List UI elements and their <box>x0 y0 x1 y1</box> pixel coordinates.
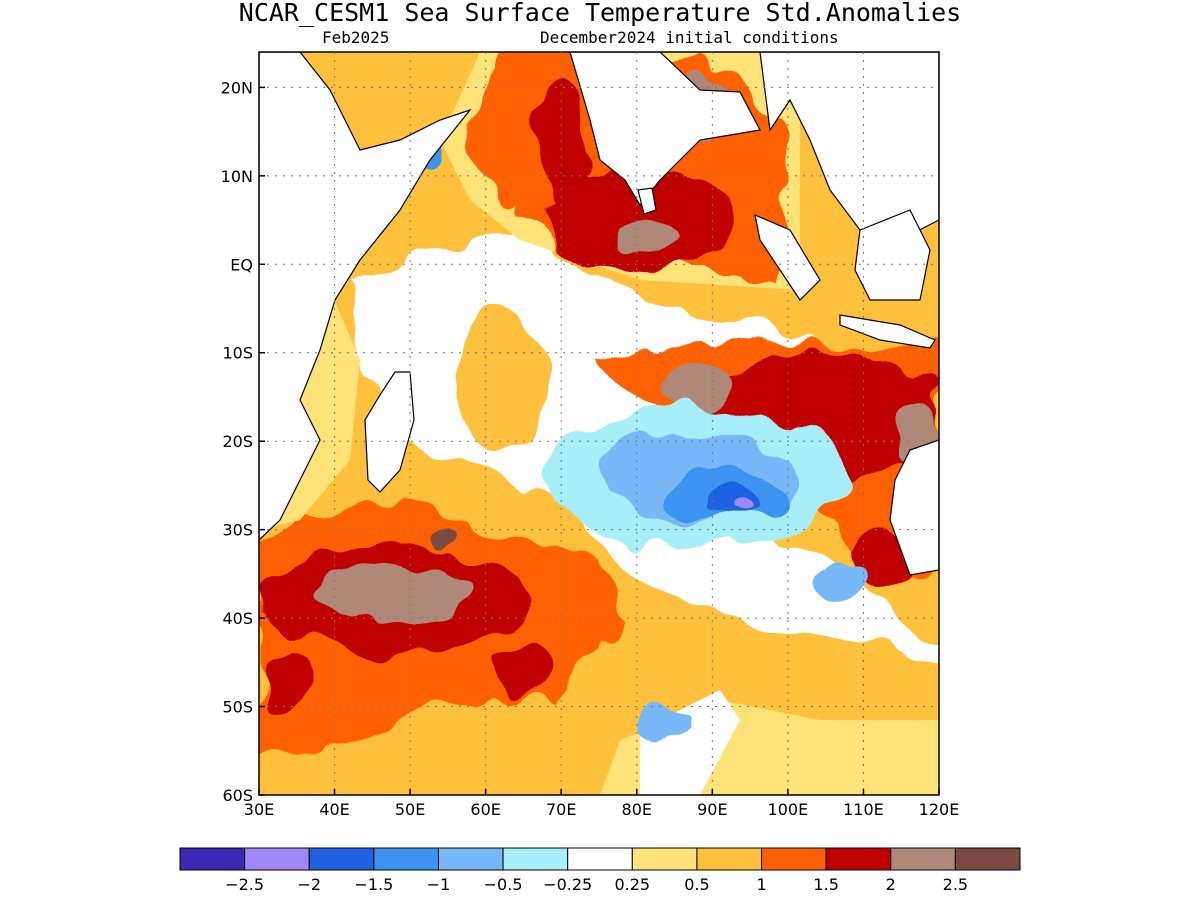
borneo-land <box>854 209 931 301</box>
colorbar-label-7: 0.5 <box>684 875 709 894</box>
lon-tick-label-1: 40E <box>319 800 349 819</box>
valid-month-label: Feb2025 <box>322 28 390 47</box>
colorbar-label-4: −0.5 <box>484 875 523 894</box>
colorbar-swatch-0 <box>179 847 246 871</box>
lon-tick-label-6: 90E <box>697 800 727 819</box>
lon-tick-label-0: 30E <box>244 800 274 819</box>
southeast-asia-land <box>759 52 939 241</box>
colorbar-swatch-10 <box>825 847 892 871</box>
colorbar: −2.5 −2 −1.5 −1 −0.5 −0.25 0.25 0.5 1 1.5 2 2.5 <box>179 847 1021 894</box>
anomaly-region-1 <box>470 60 547 203</box>
lon-tick-label-2: 50E <box>395 800 425 819</box>
initial-conditions-label: December2024 initial conditions <box>540 28 839 47</box>
colorbar-label-9: 1.5 <box>813 875 838 894</box>
lon-tick-label-4: 70E <box>546 800 576 819</box>
anomaly-region-13 <box>493 644 554 698</box>
south-neutral <box>640 690 740 795</box>
anomaly-region-10 <box>311 565 479 619</box>
colorbar-label-0: −2.5 <box>225 875 264 894</box>
map-ticks: 30E 40E 50E 60E 70E 80E 90E 100E 110E 120E 20N 10N E… <box>221 78 960 819</box>
colorbar-label-6: 0.25 <box>614 875 650 894</box>
lon-tick-label-7: 100E <box>768 800 809 819</box>
lat-tick-label-8: 60S <box>222 786 253 805</box>
colorbar-label-11: 2.5 <box>943 875 968 894</box>
lon-tick-label-9: 120E <box>919 800 960 819</box>
africa-land <box>259 52 472 541</box>
lat-tick-label-0: 20N <box>221 78 253 97</box>
colorbar-swatch-3 <box>373 847 439 871</box>
colorbar-label-10: 2 <box>886 875 896 894</box>
colorbar-swatch-8 <box>696 847 763 871</box>
colorbar-swatch-6 <box>567 847 633 871</box>
java-land <box>839 314 936 349</box>
colorbar-label-5: −0.25 <box>543 875 592 894</box>
lat-tick-label-7: 50S <box>222 698 253 717</box>
figure-title: NCAR_CESM1 Sea Surface Temperature Std.A… <box>238 0 962 27</box>
anomaly-region-12 <box>259 644 305 716</box>
colorbar-label-1: −2 <box>297 875 321 894</box>
colorbar-label-8: 1 <box>756 875 766 894</box>
lat-tick-label-6: 40S <box>222 609 253 628</box>
anomaly-region-14 <box>848 538 909 592</box>
map-grid <box>259 52 939 795</box>
lon-tick-label-3: 60E <box>470 800 500 819</box>
colorbar-label-2: −1.5 <box>354 875 393 894</box>
map-frame <box>258 51 940 796</box>
madagascar-land <box>364 371 415 493</box>
colorbar-swatch-11 <box>890 847 956 871</box>
anomaly-region-20 <box>727 498 758 517</box>
lat-tick-label-2: EQ <box>230 255 253 274</box>
colorbar-swatch-9 <box>761 847 827 871</box>
anomaly-region-4 <box>614 215 690 252</box>
anomaly-region-11 <box>425 529 456 548</box>
anomaly-region-22 <box>636 702 683 747</box>
anomaly-region-7 <box>667 366 728 411</box>
sumatra-land <box>754 213 821 301</box>
colorbar-label-3: −1 <box>427 875 451 894</box>
india-land <box>569 52 761 207</box>
colorbar-swatch-5 <box>502 847 569 871</box>
lat-tick-label-3: 10S <box>222 344 253 363</box>
anomaly-region-21 <box>818 565 864 601</box>
colorbar-swatch-4 <box>437 847 504 871</box>
colorbar-swatch-2 <box>308 847 375 871</box>
lat-tick-label-1: 10N <box>221 167 253 186</box>
lon-tick-label-5: 80E <box>622 800 652 819</box>
lat-tick-label-5: 30S <box>222 521 253 540</box>
anomaly-region-0 <box>455 308 547 451</box>
colorbar-swatch-1 <box>244 847 310 871</box>
land-masses <box>259 52 939 576</box>
lat-tick-label-4: 20S <box>222 432 253 451</box>
lon-tick-label-8: 110E <box>843 800 884 819</box>
colorbar-swatch-12 <box>954 847 1021 871</box>
colorbar-swatch-7 <box>631 847 698 871</box>
sri-lanka-land <box>637 187 657 215</box>
australia-land <box>889 439 939 576</box>
